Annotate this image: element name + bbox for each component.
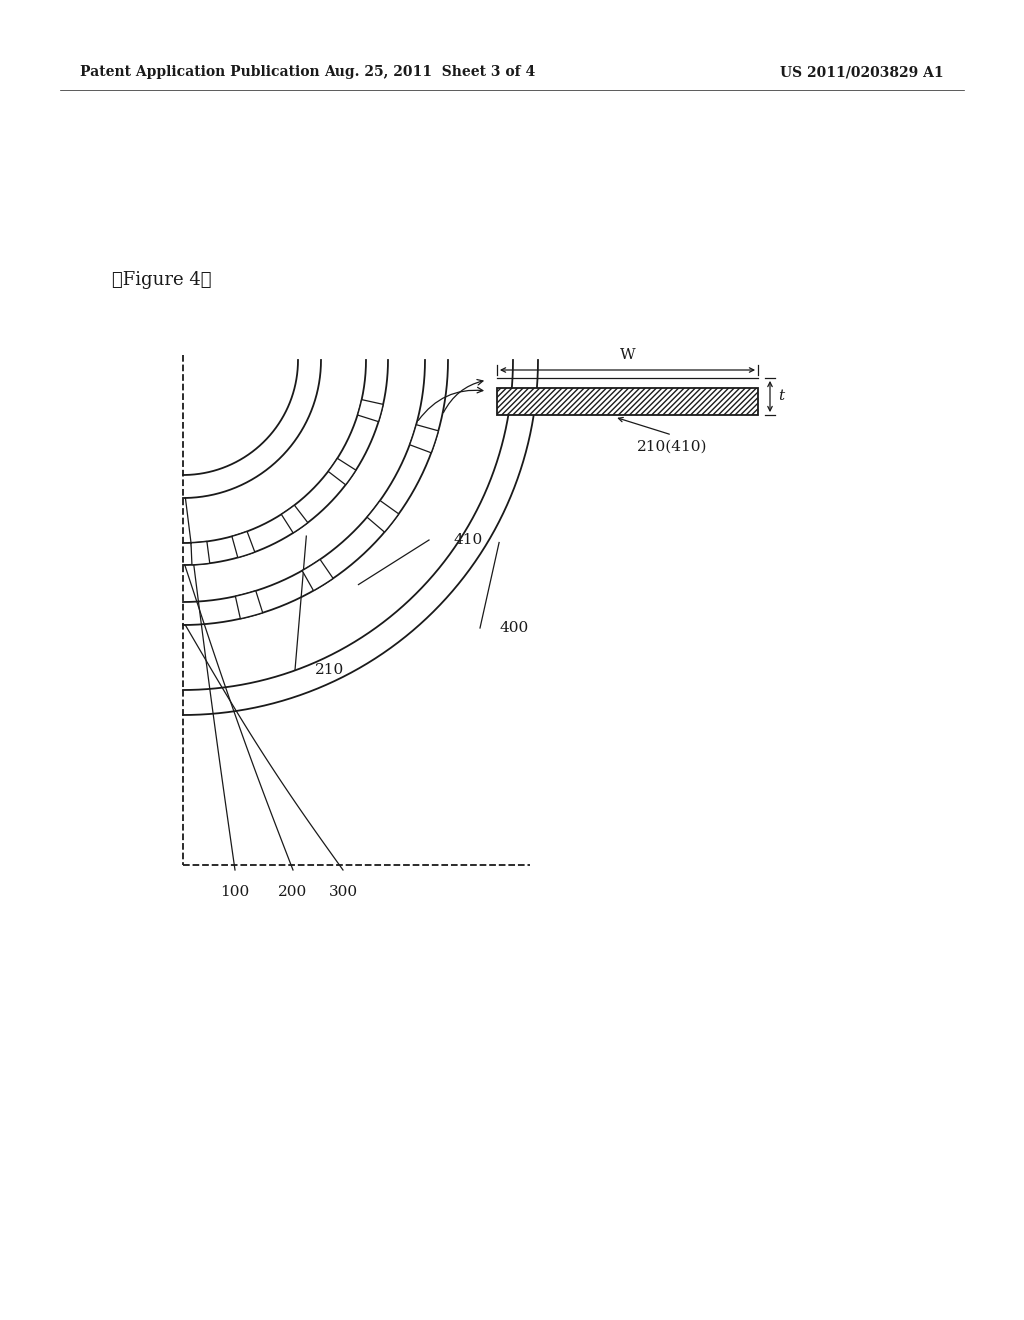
Text: Aug. 25, 2011  Sheet 3 of 4: Aug. 25, 2011 Sheet 3 of 4	[325, 65, 536, 79]
Polygon shape	[367, 500, 398, 532]
Text: Patent Application Publication: Patent Application Publication	[80, 65, 319, 79]
Polygon shape	[357, 400, 383, 421]
Polygon shape	[191, 541, 210, 565]
Polygon shape	[302, 560, 333, 590]
Polygon shape	[410, 425, 438, 453]
Polygon shape	[282, 506, 308, 533]
Bar	[497, 388, 758, 414]
Text: 300: 300	[329, 884, 357, 899]
Text: 100: 100	[220, 884, 250, 899]
Text: 【Figure 4】: 【Figure 4】	[112, 271, 212, 289]
Polygon shape	[236, 591, 263, 619]
Text: 210: 210	[315, 663, 344, 677]
Text: US 2011/0203829 A1: US 2011/0203829 A1	[780, 65, 944, 79]
Polygon shape	[328, 458, 356, 484]
Polygon shape	[231, 532, 255, 557]
Text: 210(410): 210(410)	[637, 440, 708, 454]
Text: 200: 200	[279, 884, 307, 899]
Text: W: W	[620, 348, 635, 362]
Text: t: t	[778, 389, 784, 404]
Text: 410: 410	[454, 533, 483, 546]
Text: 400: 400	[500, 620, 529, 635]
